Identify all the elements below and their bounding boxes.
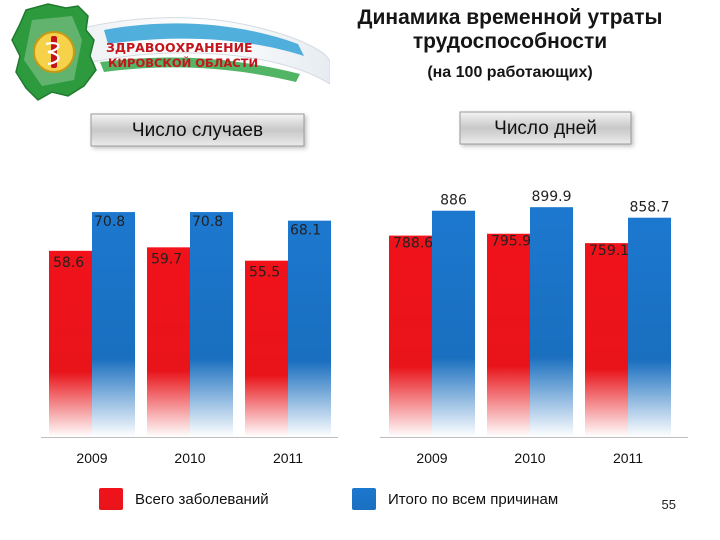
bar-red xyxy=(389,235,432,437)
value-label: 58.6 xyxy=(53,255,84,271)
category-label: 2010 xyxy=(174,450,205,466)
legend-swatch-red xyxy=(99,488,123,510)
value-label: 886 xyxy=(440,193,467,209)
value-label: 795.9 xyxy=(491,234,531,250)
title-block: Динамика временной утраты трудоспособнос… xyxy=(300,6,720,84)
value-label: 788.6 xyxy=(393,236,433,252)
category-label: 2011 xyxy=(613,450,643,466)
page-subtitle: (на 100 работающих) xyxy=(427,64,593,81)
page-number: 55 xyxy=(661,497,676,512)
legend-item-all-causes: Итого по всем причинам xyxy=(352,487,558,511)
category-label: 2009 xyxy=(76,450,107,466)
health-ministry-logo: ЗДРАВООХРАНЕНИЕ КИРОВСКОЙ ОБЛАСТИ xyxy=(11,3,330,101)
bar-red xyxy=(487,233,530,437)
bar-blue xyxy=(288,220,331,437)
value-label: 759.1 xyxy=(589,243,629,259)
page-title-line2: трудоспособности xyxy=(412,30,608,53)
page-title-line1: Динамика временной утраты xyxy=(357,6,663,29)
legend-item-total-diseases: Всего заболеваний xyxy=(99,487,269,511)
legend-label: Итого по всем причинам xyxy=(388,490,559,508)
bar-red xyxy=(49,250,92,437)
category-label: 2010 xyxy=(514,450,545,466)
medical-emblem-icon xyxy=(33,31,75,73)
bar-red xyxy=(147,247,190,437)
logo-text-line1: ЗДРАВООХРАНЕНИЕ xyxy=(106,40,253,55)
value-label: 70.8 xyxy=(94,214,125,230)
legend-label: Всего заболеваний xyxy=(135,490,269,508)
legend-swatch-blue xyxy=(352,488,376,510)
chart-title-box xyxy=(459,111,632,145)
bar-red xyxy=(585,243,628,437)
value-label: 70.8 xyxy=(192,214,223,230)
category-label: 2009 xyxy=(416,450,447,466)
bar-blue xyxy=(432,210,475,437)
value-label: 68.1 xyxy=(290,223,321,239)
value-label: 55.5 xyxy=(249,265,280,281)
bar-blue xyxy=(92,212,135,437)
value-label: 899.9 xyxy=(531,189,571,205)
bar-red xyxy=(245,260,288,437)
bar-blue xyxy=(628,217,671,437)
category-label: 2011 xyxy=(273,450,303,466)
value-label: 59.7 xyxy=(151,251,182,267)
chart-title: Число случаев xyxy=(132,120,263,141)
value-label: 858.7 xyxy=(629,200,669,216)
chart-title-box xyxy=(90,113,305,147)
logo-text-line2: КИРОВСКОЙ ОБЛАСТИ xyxy=(108,55,258,70)
bar-blue xyxy=(530,207,573,437)
chart-title: Число дней xyxy=(494,118,597,139)
bar-blue xyxy=(190,212,233,437)
